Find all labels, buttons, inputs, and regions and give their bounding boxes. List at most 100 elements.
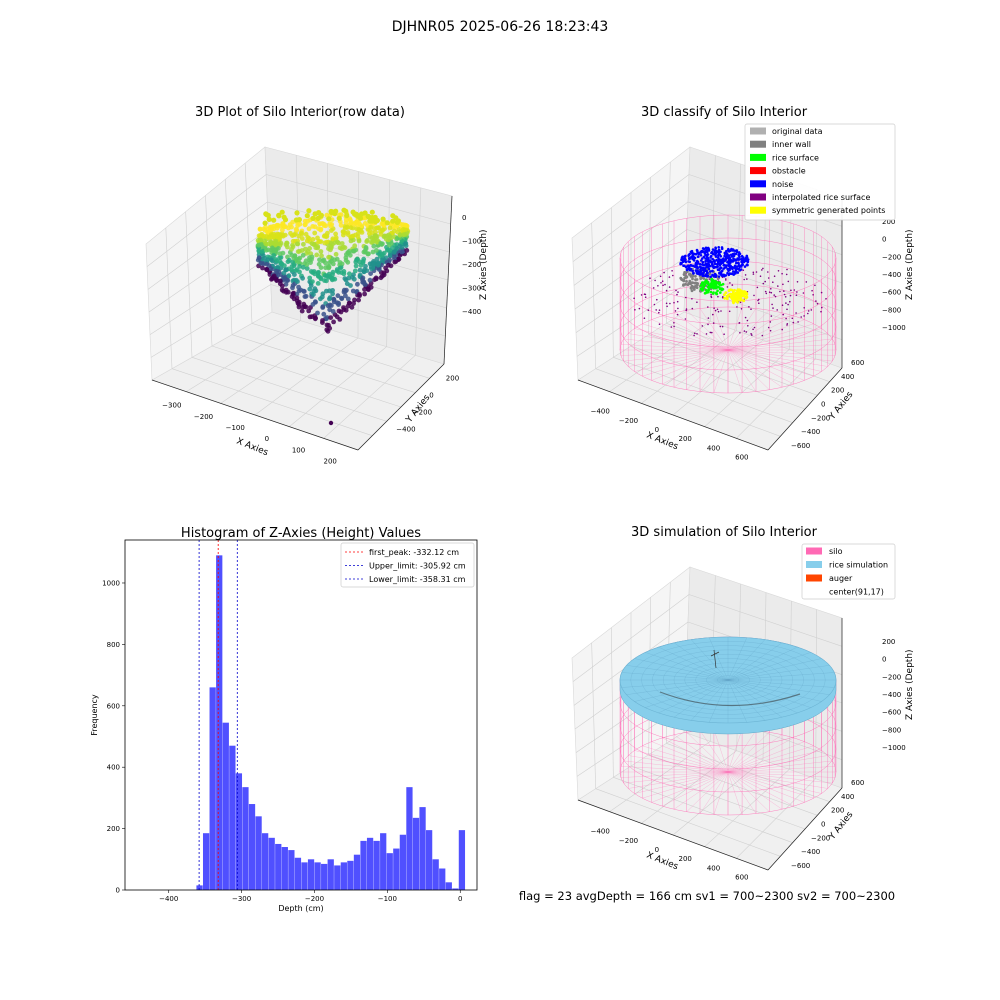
noise-point bbox=[702, 255, 706, 259]
symmetric-point bbox=[736, 294, 740, 298]
interpolated-point bbox=[708, 278, 711, 280]
panel-simulation: 3D simulation of Silo Interior −400 −200 0… bbox=[571, 525, 915, 881]
interpolated-point bbox=[693, 334, 695, 337]
noise-point bbox=[717, 258, 721, 261]
interpolated-point bbox=[711, 331, 713, 334]
interpolated-point bbox=[665, 302, 668, 305]
interpolated-point bbox=[736, 306, 738, 308]
interpolated-point bbox=[815, 300, 817, 302]
noise-point bbox=[680, 258, 683, 262]
interpolated-point bbox=[728, 310, 731, 313]
noise-point bbox=[736, 271, 740, 274]
interpolated-point bbox=[685, 309, 687, 312]
legend-swatch bbox=[750, 180, 766, 188]
data-point bbox=[304, 262, 310, 267]
y-tick-label: 200 bbox=[107, 825, 120, 833]
legend-label: symmetric generated points bbox=[772, 206, 885, 215]
data-point bbox=[292, 272, 297, 277]
silo-floor-spoke bbox=[727, 741, 805, 773]
z-tick-label: 0 bbox=[882, 656, 886, 664]
data-point bbox=[330, 291, 335, 297]
data-point bbox=[347, 271, 352, 277]
noise-point bbox=[688, 257, 691, 261]
interpolated-point bbox=[770, 291, 773, 294]
data-point bbox=[348, 225, 354, 231]
noise-point bbox=[723, 251, 727, 255]
interpolated-point bbox=[652, 287, 655, 289]
data-point bbox=[303, 304, 309, 310]
data-point bbox=[363, 245, 369, 250]
data-point bbox=[276, 213, 282, 219]
surface-mesh-spoke bbox=[727, 646, 798, 681]
data-point bbox=[348, 283, 353, 288]
hist-bar bbox=[406, 787, 413, 890]
data-point bbox=[294, 267, 300, 273]
data-point bbox=[341, 289, 347, 295]
silo-floor-spoke bbox=[727, 349, 794, 385]
interpolated-point bbox=[784, 296, 787, 298]
noise-point bbox=[711, 273, 714, 277]
interpolated-point bbox=[694, 332, 696, 335]
x-tick-label: 0 bbox=[265, 435, 269, 443]
legend-label: first_peak: -332.12 cm bbox=[369, 548, 459, 557]
hist-bar bbox=[255, 816, 262, 890]
interpolated-point bbox=[656, 298, 658, 301]
silo-floor-spoke bbox=[727, 315, 794, 351]
silo-floor-spoke bbox=[713, 307, 729, 351]
interpolated-point bbox=[664, 283, 666, 286]
hist-bar bbox=[216, 555, 223, 890]
interpolated-point bbox=[820, 310, 822, 313]
inner-wall-point bbox=[682, 279, 685, 282]
surface-mesh-spoke bbox=[621, 679, 729, 688]
noise-point bbox=[701, 274, 705, 278]
symmetric-point bbox=[731, 297, 735, 301]
x-tick-label: 200 bbox=[679, 435, 692, 443]
inner-wall-point bbox=[682, 273, 686, 277]
x-tick-label: −200 bbox=[619, 837, 638, 845]
interpolated-point bbox=[705, 333, 708, 335]
x-tick-label: −400 bbox=[591, 828, 610, 836]
rice-surface-point bbox=[709, 290, 713, 294]
interpolated-point bbox=[633, 297, 635, 300]
inner-wall-point bbox=[683, 271, 686, 274]
legend-swatch bbox=[806, 588, 822, 595]
grid-line bbox=[591, 642, 596, 789]
interpolated-point bbox=[772, 307, 774, 309]
data-point bbox=[290, 238, 296, 244]
noise-point bbox=[733, 249, 737, 253]
noise-point bbox=[703, 274, 707, 278]
interpolated-point bbox=[726, 286, 729, 288]
noise-point bbox=[711, 269, 714, 273]
x-tick-label: −200 bbox=[305, 895, 324, 903]
interpolated-point bbox=[816, 302, 819, 305]
noise-point bbox=[746, 258, 750, 261]
interpolated-point bbox=[677, 307, 679, 310]
legend-label: inner wall bbox=[772, 140, 811, 149]
noise-point bbox=[727, 272, 730, 276]
noise-point bbox=[701, 263, 704, 266]
silo-floor-spoke bbox=[686, 349, 729, 390]
interpolated-point bbox=[756, 286, 759, 289]
silo-floor-spoke bbox=[686, 771, 729, 812]
interpolated-point bbox=[712, 313, 714, 316]
interpolated-point bbox=[691, 298, 693, 300]
data-point bbox=[263, 224, 268, 230]
data-point bbox=[256, 249, 262, 255]
inner-wall-point bbox=[684, 276, 688, 279]
silo-floor-spoke bbox=[642, 771, 729, 799]
data-point bbox=[327, 325, 333, 331]
data-point bbox=[304, 266, 310, 271]
x-tick-label: −200 bbox=[194, 413, 213, 421]
silo-floor-spoke bbox=[642, 349, 729, 377]
interpolated-point bbox=[661, 280, 664, 283]
noise-point bbox=[718, 271, 721, 275]
data-point bbox=[383, 255, 389, 261]
data-point bbox=[349, 274, 355, 280]
interpolated-point bbox=[674, 310, 677, 312]
x-tick-label: 600 bbox=[735, 873, 748, 881]
interpolated-point bbox=[653, 303, 656, 306]
hist-bar bbox=[242, 787, 249, 890]
rice-surface-point bbox=[716, 289, 719, 293]
data-point bbox=[328, 315, 334, 320]
interpolated-point bbox=[747, 325, 749, 327]
